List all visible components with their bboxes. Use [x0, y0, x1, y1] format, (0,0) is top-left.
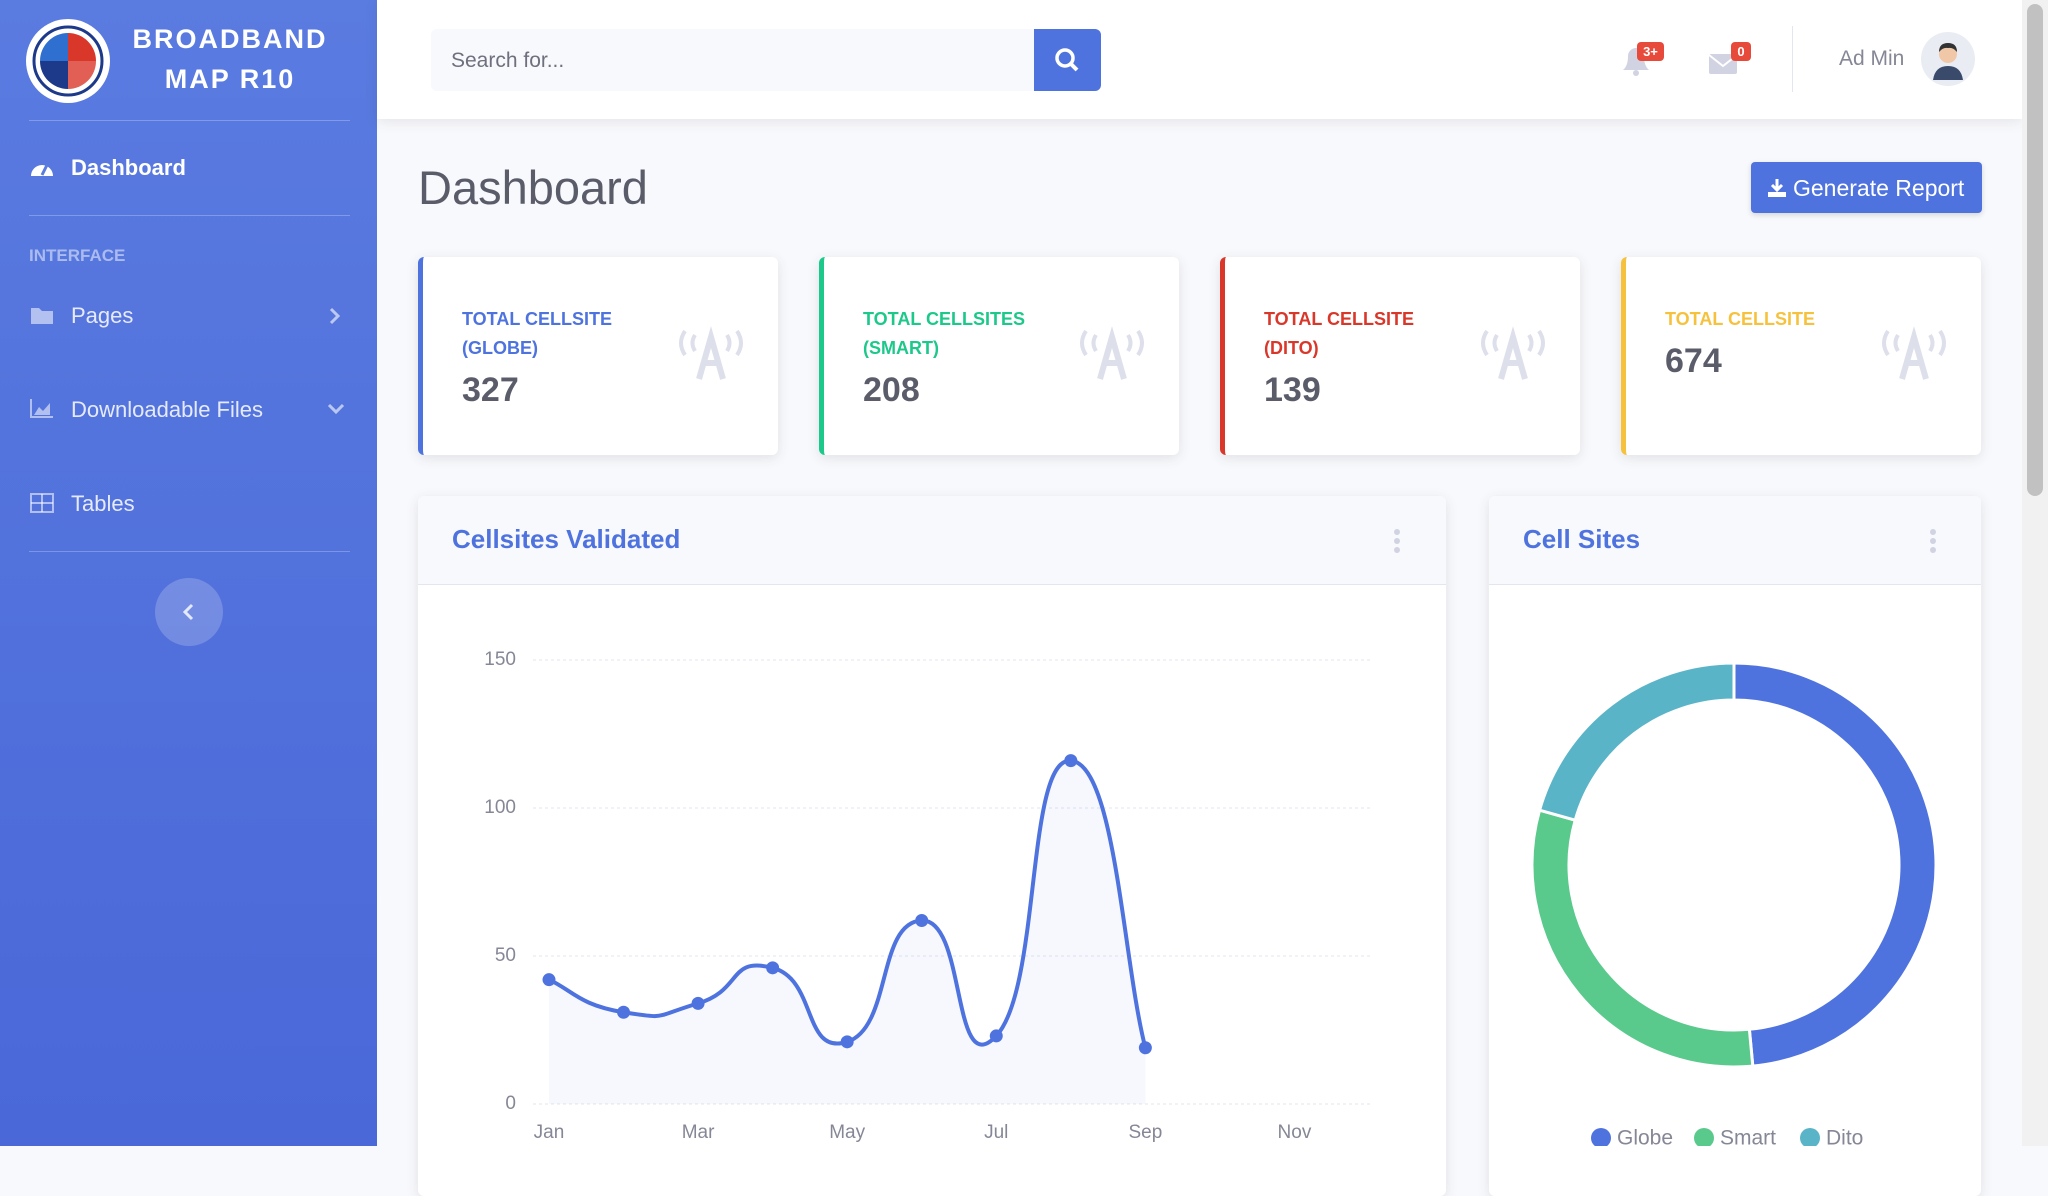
legend-label: Smart — [1720, 1127, 1776, 1146]
messages-badge: 0 — [1737, 44, 1745, 59]
alerts-badge: 3+ — [1643, 44, 1658, 59]
table-icon — [30, 493, 54, 513]
point — [1138, 1041, 1152, 1055]
point — [840, 1035, 854, 1049]
point — [766, 961, 780, 975]
y-tick-label: 150 — [484, 649, 516, 670]
page: BROADBAND MAP R10 Dashboard INTERFACE Pa… — [0, 0, 2048, 1146]
nav-link[interactable]: Pages — [71, 303, 134, 328]
scrollbar — [2022, 0, 2048, 1146]
topbar: Search for... 3+ 0 Ad Min — [377, 0, 2022, 119]
card-label: TOTAL CELLSITE (GLOBE) — [462, 309, 613, 358]
user-name[interactable]: Ad Min — [1839, 47, 1905, 70]
antenna-icon — [679, 326, 743, 380]
point — [617, 1005, 631, 1019]
divider — [29, 215, 350, 216]
point — [1064, 754, 1078, 768]
donut-slice — [1732, 661, 1938, 1068]
chart-icon — [30, 399, 53, 418]
download-icon — [1768, 179, 1786, 197]
sidebar-heading: INTERFACE — [29, 246, 126, 265]
antenna-icon — [1481, 326, 1545, 380]
line-area — [549, 760, 1146, 1104]
nav-link[interactable]: Tables — [71, 491, 135, 516]
panel-header — [418, 496, 1446, 585]
generate-report-button[interactable]: Generate Report — [1751, 162, 1982, 213]
card-label: TOTAL CELLSITE — [1665, 309, 1816, 329]
stat-card: TOTAL CELLSITE 674 — [1621, 257, 1981, 455]
card-label: TOTAL CELLSITES (SMART) — [863, 309, 1026, 358]
legend-label: Dito — [1826, 1127, 1863, 1146]
chevron-down — [327, 403, 345, 415]
logo — [26, 19, 110, 103]
sidebar-toggle[interactable] — [155, 578, 223, 646]
card-value: 139 — [1264, 371, 1321, 409]
stat-card: TOTAL CELLSITE (GLOBE) 327 — [418, 257, 778, 455]
page-title: Dashboard — [418, 161, 648, 214]
sidebar: BROADBAND MAP R10 Dashboard INTERFACE Pa… — [0, 0, 377, 1146]
dashboard-icon — [31, 164, 53, 176]
nav-link[interactable]: Dashboard — [71, 155, 186, 180]
legend-label: Globe — [1617, 1127, 1673, 1146]
point — [542, 973, 556, 987]
y-tick-label: 0 — [505, 1093, 516, 1114]
card-value: 327 — [462, 371, 519, 409]
y-tick-label: 50 — [495, 945, 516, 966]
line-chart-panel: Cellsites Validated — [418, 496, 1446, 1196]
panel-menu[interactable] — [1929, 528, 1937, 554]
chevron-right — [329, 307, 341, 325]
stat-card: TOTAL CELLSITE (DITO) 139 — [1220, 257, 1580, 455]
y-tick-label: 100 — [484, 797, 516, 818]
x-tick-label: May — [829, 1122, 865, 1143]
x-tick-label: Mar — [682, 1122, 715, 1143]
scrollbar-thumb[interactable] — [2027, 4, 2043, 496]
panel-title: Cellsites Validated — [452, 524, 681, 554]
point — [691, 996, 705, 1010]
x-tick-label: Sep — [1128, 1122, 1162, 1143]
legend-swatch — [1591, 1128, 1611, 1146]
nav-link[interactable]: Downloadable Files — [71, 397, 263, 422]
x-tick-label: Jan — [534, 1122, 565, 1143]
point — [989, 1029, 1003, 1043]
card-label: TOTAL CELLSITE (DITO) — [1264, 309, 1415, 358]
stat-card: TOTAL CELLSITES (SMART) 208 — [819, 257, 1179, 455]
point — [915, 913, 929, 927]
brand-line: MAP R10 — [164, 64, 296, 94]
search-button[interactable] — [1034, 29, 1101, 91]
folder-icon — [31, 308, 53, 324]
antenna-icon — [1882, 326, 1946, 380]
panel-menu[interactable] — [1393, 528, 1401, 554]
donut-slice — [1530, 808, 1755, 1069]
legend-swatch — [1694, 1128, 1714, 1146]
legend-swatch — [1800, 1128, 1820, 1146]
panel-header — [1489, 496, 1981, 585]
card-value: 674 — [1665, 342, 1722, 380]
search-input[interactable]: Search for... — [431, 29, 1034, 91]
button-label: Generate Report — [1793, 175, 1965, 201]
x-tick-label: Jul — [984, 1122, 1008, 1143]
charts: 0 50 100 150 Jan Mar May Jul Sep Nov Globe Smart Dit… — [484, 649, 1938, 1146]
brand-line: BROADBAND — [132, 24, 328, 54]
panel-title: Cell Sites — [1523, 524, 1641, 554]
antenna-icon — [1080, 326, 1144, 380]
topbar-divider — [1792, 26, 1793, 92]
messages-icon[interactable] — [1707, 40, 1753, 80]
donut-slice — [1537, 661, 1736, 823]
avatar[interactable] — [1921, 32, 1975, 86]
divider — [29, 120, 350, 121]
search-placeholder: Search for... — [451, 49, 565, 72]
x-tick-label: Nov — [1278, 1122, 1312, 1143]
divider — [29, 551, 350, 552]
alerts-icon[interactable] — [1619, 40, 1665, 80]
card-value: 208 — [863, 371, 920, 409]
